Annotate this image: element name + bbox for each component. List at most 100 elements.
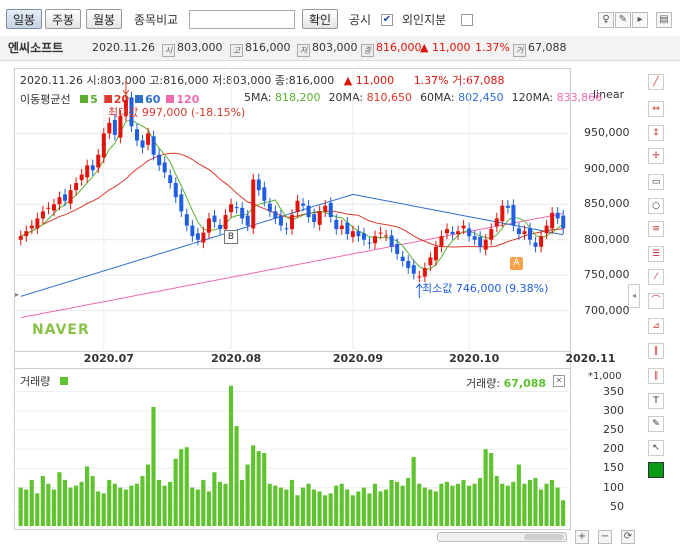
open-icon: 시 (162, 44, 175, 57)
rectangle-icon[interactable]: ▭ (648, 174, 664, 190)
confirm-button[interactable]: 확인 (302, 9, 338, 29)
volume-chart[interactable] (14, 368, 571, 530)
volume-bar (378, 491, 383, 526)
parallel-line-icon[interactable]: ∥ (648, 368, 664, 384)
ma-legend-item-60[interactable]: 60 (135, 93, 160, 106)
eraser-icon[interactable]: ✎ (615, 12, 631, 28)
candle-body (422, 268, 427, 277)
volume-bar (256, 451, 261, 526)
volume-bar (466, 485, 472, 526)
volume-bar (217, 481, 223, 526)
marker-a[interactable]: A (510, 257, 523, 270)
channel-icon[interactable]: ☰ (648, 246, 664, 262)
text-tool-icon[interactable]: T (648, 393, 664, 409)
ma-legend-item-120[interactable]: 120 (166, 93, 199, 106)
volume-bar (433, 491, 438, 526)
candle-body (522, 231, 527, 235)
volume-bar (505, 485, 510, 526)
zoom-in-button[interactable]: + (575, 530, 589, 544)
ma-legend-item-5[interactable]: 5 (80, 93, 98, 106)
candle-body (472, 236, 477, 240)
volume-bar (40, 476, 45, 526)
candle-body (96, 154, 101, 168)
candle-body (206, 218, 211, 233)
volume-bar (190, 487, 195, 526)
candle-body (389, 235, 394, 247)
disclosure-checkbox[interactable]: ✔ (381, 14, 393, 26)
volume-bar (295, 495, 300, 526)
monthly-button[interactable]: 월봉 (86, 9, 122, 29)
ma120-line (20, 213, 564, 319)
candle-body (284, 228, 289, 230)
candle-body (240, 207, 245, 219)
vertical-line-icon[interactable]: ↕ (648, 125, 664, 141)
volume-bar (134, 483, 139, 526)
chart-header-change: ▲ 11,000 (343, 74, 395, 87)
info-date: 2020.11.26 (92, 41, 155, 54)
reset-button[interactable]: ⟳ (621, 530, 635, 544)
candle-body (450, 231, 455, 235)
volume-bar (73, 485, 79, 526)
candle-body (229, 204, 234, 213)
volume-bar (450, 485, 455, 526)
chart-scrollbar[interactable] (437, 532, 567, 542)
trendline-icon[interactable]: ╱ (648, 74, 664, 90)
scale-label[interactable]: linear (593, 88, 625, 101)
speed-line-icon[interactable]: ⊿ (648, 318, 664, 334)
right-panel-toggle[interactable]: ◂ (628, 284, 640, 308)
volume-bar (516, 464, 521, 526)
marker-b[interactable]: B (224, 230, 238, 244)
candle-body (478, 236, 483, 247)
volume-bar (300, 487, 306, 526)
color-picker-icon[interactable] (648, 462, 664, 478)
fibonacci-icon[interactable]: ≡ (648, 221, 664, 237)
volume-bar (489, 453, 494, 526)
ma-legend-label: 5 (90, 93, 98, 106)
candle-body (129, 97, 134, 127)
volume-bar (273, 485, 278, 526)
volume-readout: 거래량: 67,088 (466, 377, 547, 390)
cursor-icon[interactable]: ▸ (632, 12, 648, 28)
candle-body (267, 203, 272, 212)
candle-body (184, 214, 189, 226)
candle-body (290, 214, 294, 230)
volume-bar (162, 485, 167, 526)
lightbulb-icon[interactable]: ♀ (598, 12, 614, 28)
close-volume-icon[interactable]: ✕ (553, 375, 565, 387)
left-scroll-arrow[interactable]: ▸ (15, 290, 20, 299)
volume-bar (145, 464, 151, 526)
volume-bar (278, 487, 283, 526)
crosshair-icon[interactable]: ✛ (648, 148, 664, 164)
candle-body (112, 119, 117, 135)
volume-bar (549, 479, 555, 526)
volume-bar (234, 426, 239, 526)
volume-bar (51, 489, 56, 526)
daily-button[interactable]: 일봉 (6, 9, 42, 29)
zoom-out-button[interactable]: − (598, 530, 612, 544)
volume-bar (62, 479, 68, 526)
volume-bar (561, 500, 566, 526)
weekly-button[interactable]: 주봉 (45, 9, 81, 29)
compare-input[interactable] (189, 10, 295, 29)
pointer-icon[interactable]: ↖ (648, 440, 664, 456)
arc-icon[interactable]: ⌒ (648, 293, 664, 309)
cycle-icon[interactable]: ‖ (648, 343, 664, 359)
volume-bar (168, 481, 173, 526)
volume-bar (240, 479, 245, 526)
price-chart[interactable] (14, 68, 571, 352)
horizontal-line-icon[interactable]: ↔ (648, 101, 664, 117)
pencil-icon[interactable]: ✎ (648, 416, 664, 432)
candle-body (511, 204, 516, 226)
candle-body (312, 214, 317, 222)
candle-body (461, 225, 466, 229)
volume-tick: 50 (610, 499, 624, 513)
volume-swatch (59, 377, 68, 385)
candle-body (251, 179, 256, 229)
circle-icon[interactable]: ○ (648, 198, 664, 214)
candle-body (428, 257, 433, 266)
fan-icon[interactable]: ⁄ (648, 269, 664, 285)
foreign-ownership-checkbox[interactable] (461, 14, 473, 26)
print-icon[interactable]: ▤ (656, 12, 672, 28)
volume-bar (173, 458, 178, 526)
price-tick: 700,000 (584, 303, 630, 317)
